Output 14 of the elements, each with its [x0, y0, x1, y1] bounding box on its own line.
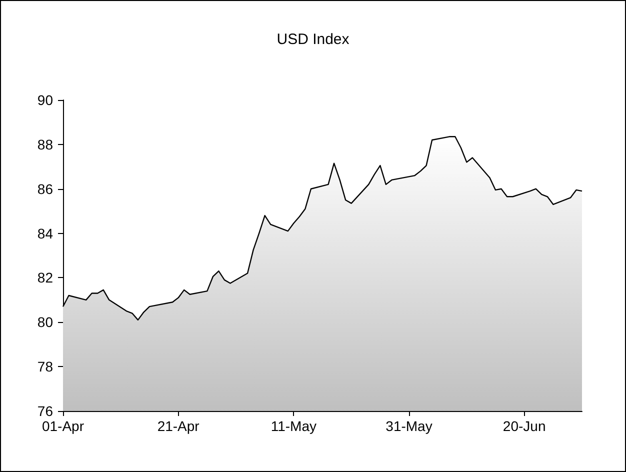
y-tick-label: 78 [37, 358, 54, 375]
y-tick-label: 76 [37, 403, 54, 419]
x-tick-label: 21-Apr [157, 418, 200, 434]
y-tick-label: 82 [37, 270, 54, 286]
y-tick-label: 90 [37, 92, 54, 108]
chart-title: USD Index [276, 31, 350, 48]
y-tick-label: 86 [37, 180, 54, 197]
x-tick-label: 11-May [270, 418, 316, 434]
x-tick-label: 20-Jun [502, 418, 546, 434]
y-tick-label: 84 [37, 225, 54, 242]
x-tick-label: 31-May [386, 418, 432, 434]
y-tick-label: 88 [37, 136, 54, 152]
x-tick-label: 01-Apr [42, 418, 84, 434]
y-tick-label: 80 [37, 314, 54, 330]
